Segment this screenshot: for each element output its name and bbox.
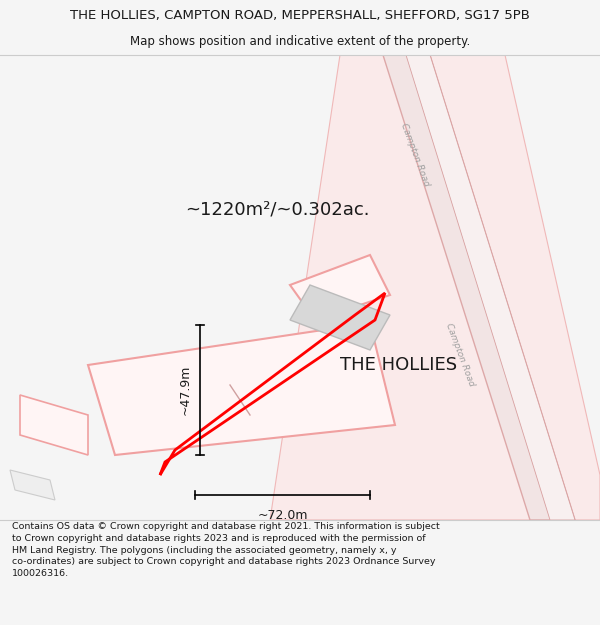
Polygon shape [88, 323, 395, 455]
Text: THE HOLLIES: THE HOLLIES [340, 356, 457, 374]
Text: ~72.0m: ~72.0m [257, 509, 308, 522]
Polygon shape [383, 55, 575, 520]
Polygon shape [10, 470, 55, 500]
Polygon shape [406, 55, 575, 520]
Polygon shape [290, 285, 390, 350]
Polygon shape [270, 55, 600, 520]
Polygon shape [290, 255, 390, 320]
Text: ~47.9m: ~47.9m [179, 365, 192, 415]
Text: Campton Road: Campton Road [444, 322, 476, 388]
Polygon shape [20, 395, 88, 455]
Text: Contains OS data © Crown copyright and database right 2021. This information is : Contains OS data © Crown copyright and d… [12, 522, 440, 578]
Text: Map shows position and indicative extent of the property.: Map shows position and indicative extent… [130, 35, 470, 48]
Text: ~1220m²/~0.302ac.: ~1220m²/~0.302ac. [185, 201, 370, 219]
Text: THE HOLLIES, CAMPTON ROAD, MEPPERSHALL, SHEFFORD, SG17 5PB: THE HOLLIES, CAMPTON ROAD, MEPPERSHALL, … [70, 9, 530, 22]
Text: Campton Road: Campton Road [399, 122, 431, 188]
